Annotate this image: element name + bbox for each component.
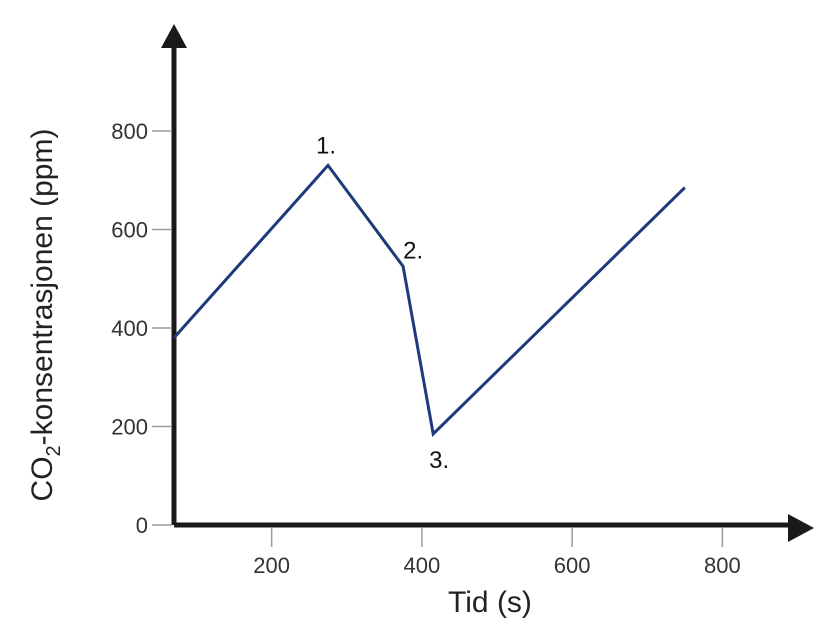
x-axis-arrow bbox=[788, 514, 814, 542]
ticks: 0 200 400 600 800 200 400 600 800 bbox=[111, 119, 740, 578]
y-tick-label: 0 bbox=[136, 513, 148, 538]
series-line bbox=[172, 163, 686, 437]
y-tick-label: 600 bbox=[111, 217, 148, 242]
y-tick-label: 400 bbox=[111, 316, 148, 341]
point-annotation: 2. bbox=[403, 237, 423, 264]
x-tick-label: 600 bbox=[554, 553, 591, 578]
point-annotation: 1. bbox=[316, 132, 336, 159]
y-axis-title-rest: -konsentrasjonen (ppm) bbox=[26, 129, 59, 446]
point-annotation: 3. bbox=[429, 447, 449, 474]
y-tick-label: 800 bbox=[111, 119, 148, 144]
y-axis-title: CO2-konsentrasjonen (ppm) bbox=[26, 129, 65, 502]
x-tick-label: 200 bbox=[253, 553, 290, 578]
axes bbox=[161, 24, 814, 542]
series bbox=[172, 163, 686, 437]
x-tick-label: 400 bbox=[404, 553, 441, 578]
y-axis-arrow bbox=[161, 24, 187, 48]
y-axis-title-subscript: 2 bbox=[43, 445, 65, 456]
x-axis-title: Tid (s) bbox=[448, 586, 532, 619]
annotations: 1. 2. 3. bbox=[316, 132, 449, 473]
x-tick-label: 800 bbox=[704, 553, 741, 578]
y-tick-label: 200 bbox=[111, 414, 148, 439]
y-axis-title-main: CO bbox=[26, 456, 59, 501]
